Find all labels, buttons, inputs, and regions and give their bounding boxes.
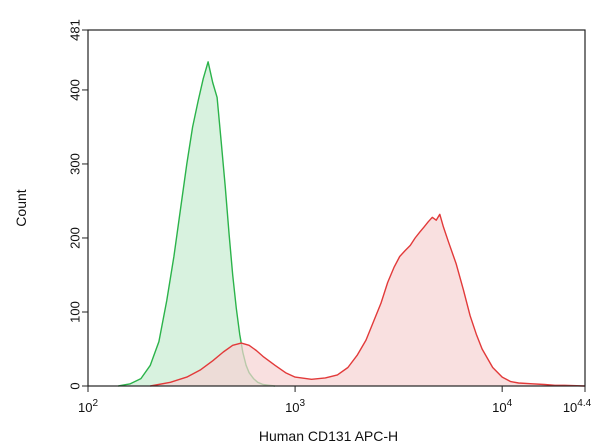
x-tick-label: 104 bbox=[492, 398, 512, 415]
x-tick-label: 102 bbox=[78, 398, 98, 415]
x-tick-base: 10 bbox=[492, 400, 506, 415]
y-tick-label: 0 bbox=[67, 382, 82, 389]
y-tick-label: 200 bbox=[67, 227, 82, 249]
y-tick-label: 300 bbox=[67, 153, 82, 175]
x-tick-base: 10 bbox=[285, 400, 299, 415]
series-2-line bbox=[150, 213, 585, 387]
x-axis-label: Human CD131 APC-H bbox=[259, 428, 398, 444]
x-tick-base: 10 bbox=[563, 400, 577, 415]
x-tick-exponent: 4 bbox=[507, 398, 513, 409]
series-layer bbox=[118, 61, 585, 387]
x-tick-base: 10 bbox=[78, 400, 92, 415]
plot-frame bbox=[87, 29, 586, 387]
x-tick-exponent: 2 bbox=[92, 398, 98, 409]
y-tick-label: 481 bbox=[67, 19, 82, 41]
x-tick-label: 104.4 bbox=[563, 398, 592, 415]
x-tick-label: 103 bbox=[285, 398, 305, 415]
y-tick-label: 100 bbox=[67, 301, 82, 323]
y-axis: 0 100 200 300 400 481 bbox=[67, 19, 88, 390]
y-axis-label: Count bbox=[13, 189, 29, 226]
series-2-area bbox=[150, 214, 585, 386]
y-tick-label: 400 bbox=[67, 79, 82, 101]
x-tick-exponent: 3 bbox=[300, 398, 306, 409]
x-tick-exponent: 4.4 bbox=[577, 398, 591, 409]
x-axis: 102 103 104 104.4 bbox=[78, 386, 592, 415]
